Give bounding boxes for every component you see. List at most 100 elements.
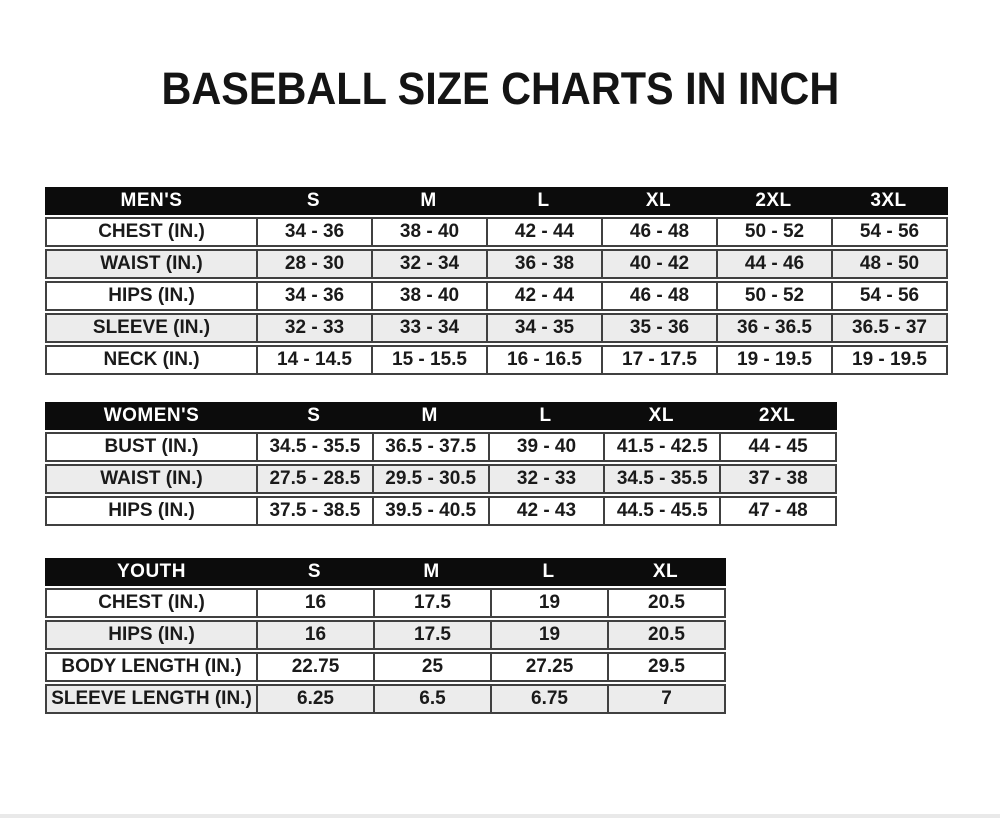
size-value-cell: 36 - 36.5 xyxy=(716,315,831,341)
table-row: HIPS (IN.) 16 17.5 19 20.5 xyxy=(45,620,726,650)
size-value-cell: 28 - 30 xyxy=(256,251,371,277)
size-value-cell: 36.5 - 37.5 xyxy=(371,434,488,460)
size-value-cell: 16 xyxy=(256,590,373,616)
youth-size-table: YOUTH S M L XL CHEST (IN.) 16 17.5 19 20… xyxy=(45,558,726,714)
table-row: CHEST (IN.) 34 - 36 38 - 40 42 - 44 46 -… xyxy=(45,217,948,247)
size-value-cell: 7 xyxy=(607,686,724,712)
mens-size-header-s: S xyxy=(306,190,321,211)
youth-header-row: YOUTH S M L XL xyxy=(45,558,726,586)
scan-artifact-strip xyxy=(0,814,1000,818)
row-label-cell: CHEST (IN.) xyxy=(98,592,205,613)
size-value-cell: 36.5 - 37 xyxy=(831,315,946,341)
size-value-cell: 15 - 15.5 xyxy=(371,347,486,373)
womens-size-header-2xl: 2XL xyxy=(758,405,796,426)
row-label-cell: BODY LENGTH (IN.) xyxy=(61,656,242,677)
size-value-cell: 17.5 xyxy=(373,590,490,616)
size-value-cell: 20.5 xyxy=(607,590,724,616)
table-row: HIPS (IN.) 37.5 - 38.5 39.5 - 40.5 42 - … xyxy=(45,496,837,526)
size-value-cell: 19 xyxy=(490,590,607,616)
mens-header-row: MEN'S S M L XL 2XL 3XL xyxy=(45,187,948,215)
size-value-cell: 27.5 - 28.5 xyxy=(256,466,372,492)
row-label-cell: WAIST (IN.) xyxy=(100,468,203,489)
mens-size-header-xl: XL xyxy=(645,190,672,211)
mens-size-table: MEN'S S M L XL 2XL 3XL CHEST (IN.) 34 - … xyxy=(45,187,948,375)
size-value-cell: 33 - 34 xyxy=(371,315,486,341)
charts-area: MEN'S S M L XL 2XL 3XL CHEST (IN.) 34 - … xyxy=(45,187,1000,714)
size-value-cell: 34 - 35 xyxy=(486,315,601,341)
size-value-cell: 40 - 42 xyxy=(601,251,716,277)
size-value-cell: 32 - 34 xyxy=(371,251,486,277)
row-label-cell: HIPS (IN.) xyxy=(108,500,195,521)
womens-size-table: WOMEN'S S M L XL 2XL BUST (IN.) 34.5 - 3… xyxy=(45,402,837,526)
mens-size-header-l: L xyxy=(537,190,550,211)
size-value-cell: 6.25 xyxy=(256,686,373,712)
size-value-cell: 16 - 16.5 xyxy=(486,347,601,373)
size-value-cell: 37.5 - 38.5 xyxy=(256,498,372,524)
size-value-cell: 42 - 44 xyxy=(486,219,601,245)
size-value-cell: 34.5 - 35.5 xyxy=(603,466,719,492)
size-value-cell: 32 - 33 xyxy=(256,315,371,341)
row-label-cell: NECK (IN.) xyxy=(103,349,200,370)
mens-size-header-m: M xyxy=(420,190,437,211)
table-row: WAIST (IN.) 27.5 - 28.5 29.5 - 30.5 32 -… xyxy=(45,464,837,494)
size-value-cell: 42 - 44 xyxy=(486,283,601,309)
womens-size-header-m: M xyxy=(421,405,438,426)
youth-size-header-s: S xyxy=(307,561,322,582)
size-value-cell: 20.5 xyxy=(607,622,724,648)
row-label-cell: SLEEVE LENGTH (IN.) xyxy=(51,688,252,709)
size-value-cell: 34.5 - 35.5 xyxy=(256,434,372,460)
size-value-cell: 47 - 48 xyxy=(719,498,835,524)
table-row: CHEST (IN.) 16 17.5 19 20.5 xyxy=(45,588,726,618)
size-value-cell: 16 xyxy=(256,622,373,648)
size-value-cell: 38 - 40 xyxy=(371,219,486,245)
size-value-cell: 17.5 xyxy=(373,622,490,648)
size-value-cell: 50 - 52 xyxy=(716,283,831,309)
size-value-cell: 36 - 38 xyxy=(486,251,601,277)
youth-size-header-l: L xyxy=(542,561,555,582)
size-value-cell: 6.75 xyxy=(490,686,607,712)
womens-size-header-s: S xyxy=(307,405,321,426)
size-value-cell: 25 xyxy=(373,654,490,680)
row-label-cell: WAIST (IN.) xyxy=(100,253,203,274)
size-value-cell: 27.25 xyxy=(490,654,607,680)
table-row: BODY LENGTH (IN.) 22.75 25 27.25 29.5 xyxy=(45,652,726,682)
size-value-cell: 34 - 36 xyxy=(256,219,371,245)
youth-size-header-xl: XL xyxy=(652,561,679,582)
page-title: BASEBALL SIZE CHARTS IN INCH xyxy=(0,66,1000,111)
womens-header-row: WOMEN'S S M L XL 2XL xyxy=(45,402,837,430)
size-value-cell: 19 - 19.5 xyxy=(831,347,946,373)
size-value-cell: 54 - 56 xyxy=(831,219,946,245)
row-label-cell: SLEEVE (IN.) xyxy=(92,317,211,338)
size-value-cell: 17 - 17.5 xyxy=(601,347,716,373)
womens-size-header-xl: XL xyxy=(648,405,674,426)
size-value-cell: 37 - 38 xyxy=(719,466,835,492)
table-row: WAIST (IN.) 28 - 30 32 - 34 36 - 38 40 -… xyxy=(45,249,948,279)
table-row: BUST (IN.) 34.5 - 35.5 36.5 - 37.5 39 - … xyxy=(45,432,837,462)
size-value-cell: 19 xyxy=(490,622,607,648)
size-value-cell: 32 - 33 xyxy=(487,466,604,492)
size-value-cell: 6.5 xyxy=(373,686,490,712)
table-row: SLEEVE (IN.) 32 - 33 33 - 34 34 - 35 35 … xyxy=(45,313,948,343)
row-label-cell: HIPS (IN.) xyxy=(108,624,195,645)
table-row: SLEEVE LENGTH (IN.) 6.25 6.5 6.75 7 xyxy=(45,684,726,714)
youth-table-title-cell: YOUTH xyxy=(117,561,186,582)
size-value-cell: 29.5 xyxy=(607,654,724,680)
womens-size-header-l: L xyxy=(539,405,552,426)
size-value-cell: 34 - 36 xyxy=(256,283,371,309)
size-value-cell: 35 - 36 xyxy=(601,315,716,341)
mens-size-header-3xl: 3XL xyxy=(870,190,907,211)
table-row: NECK (IN.) 14 - 14.5 15 - 15.5 16 - 16.5… xyxy=(45,345,948,375)
row-label-cell: HIPS (IN.) xyxy=(108,285,195,306)
mens-size-header-2xl: 2XL xyxy=(755,190,792,211)
womens-table-title-cell: WOMEN'S xyxy=(103,405,200,426)
size-value-cell: 14 - 14.5 xyxy=(256,347,371,373)
size-value-cell: 19 - 19.5 xyxy=(716,347,831,373)
mens-table-title-cell: MEN'S xyxy=(120,190,183,211)
size-value-cell: 41.5 - 42.5 xyxy=(603,434,719,460)
size-value-cell: 42 - 43 xyxy=(487,498,604,524)
size-value-cell: 44 - 46 xyxy=(716,251,831,277)
size-value-cell: 39.5 - 40.5 xyxy=(371,498,488,524)
size-value-cell: 54 - 56 xyxy=(831,283,946,309)
size-value-cell: 38 - 40 xyxy=(371,283,486,309)
size-value-cell: 46 - 48 xyxy=(601,219,716,245)
